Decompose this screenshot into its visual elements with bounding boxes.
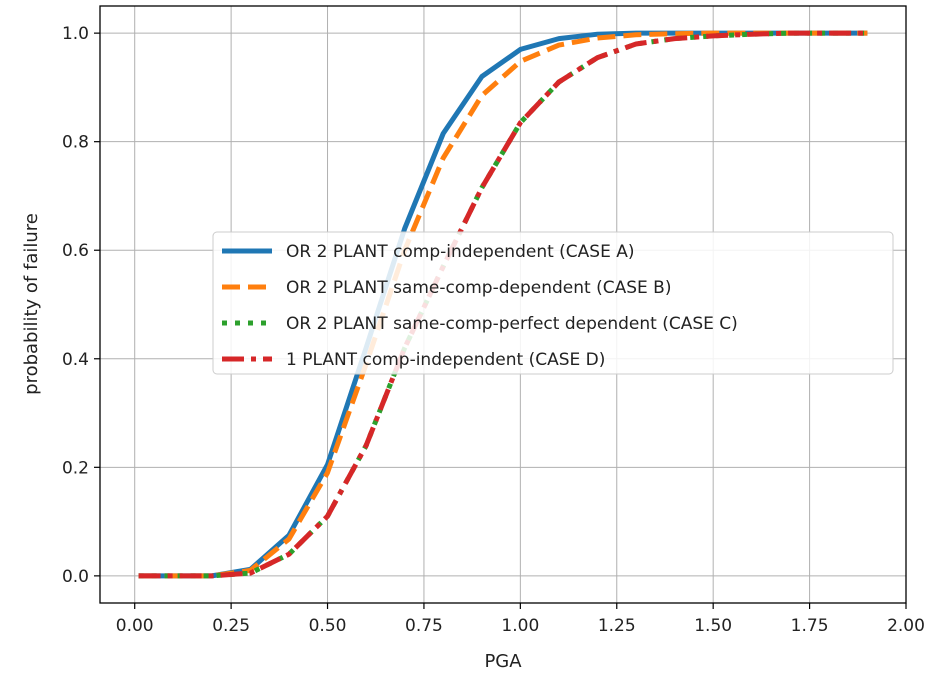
legend-label-3: OR 2 PLANT same-comp-perfect dependent (… — [286, 314, 738, 334]
legend-label-1: OR 2 PLANT comp-independent (CASE A) — [286, 242, 635, 262]
x-axis-label: PGA — [484, 651, 522, 672]
y-tick-label: 0.4 — [62, 350, 89, 370]
y-tick-label: 0.6 — [62, 241, 89, 261]
plot-frame — [99, 5, 907, 604]
legend: OR 2 PLANT comp-independent (CASE A) OR 2… — [212, 231, 894, 375]
legend-label-2: OR 2 PLANT same-comp-dependent (CASE B) — [286, 278, 671, 298]
y-axis-label: probability of failure — [21, 213, 42, 395]
x-tick-label: 2.00 — [887, 616, 925, 636]
x-tick-label: 0.25 — [212, 616, 250, 636]
y-tick-label: 0.8 — [62, 133, 89, 153]
series-lines — [138, 30, 868, 579]
x-tick-label: 0.75 — [405, 616, 443, 636]
x-tick-label: 0.00 — [116, 616, 154, 636]
legend-label-4: 1 PLANT comp-independent (CASE D) — [286, 350, 605, 370]
series-line-3 — [138, 30, 868, 579]
x-tick-label: 1.25 — [598, 616, 636, 636]
x-tick-label: 1.00 — [501, 616, 539, 636]
y-tick-label: 1.0 — [62, 24, 89, 44]
x-tick-label: 1.75 — [791, 616, 829, 636]
y-tick-label: 0.0 — [62, 567, 89, 587]
axis-ticks: 0.00 0.25 0.50 0.75 1.00 1.25 1.50 1.75 2.00 0.0 0… — [62, 24, 925, 636]
x-tick-label: 1.50 — [694, 616, 732, 636]
legend-box — [212, 231, 894, 375]
x-tick-label: 0.50 — [309, 616, 347, 636]
y-tick-label: 0.2 — [62, 458, 89, 478]
